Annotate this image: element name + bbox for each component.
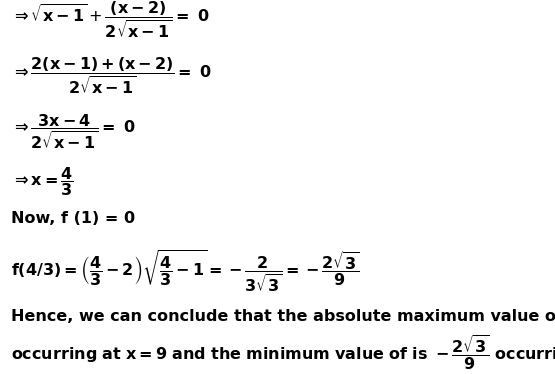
Text: Hence, we can conclude that the absolute maximum value of f is 14 √2: Hence, we can conclude that the absolute…: [11, 309, 555, 324]
Text: $\mathbf{\Rightarrow} \dfrac{\mathbf{3x-4}}{\mathbf{2}\sqrt{\mathbf{x-1}}} \math: $\mathbf{\Rightarrow} \dfrac{\mathbf{3x-…: [11, 113, 135, 152]
Text: $\mathbf{f(4/3) = \left(\dfrac{4}{3} - 2\right)\sqrt{\dfrac{4}{3}-1} = -\dfrac{2: $\mathbf{f(4/3) = \left(\dfrac{4}{3} - 2…: [11, 248, 360, 294]
Text: $\mathbf{\Rightarrow} \sqrt{\mathbf{x-1}} + \dfrac{\mathbf{(x-2)}}{\mathbf{2}\sq: $\mathbf{\Rightarrow} \sqrt{\mathbf{x-1}…: [11, 0, 210, 41]
Text: Now, f (1) = 0: Now, f (1) = 0: [11, 211, 135, 226]
Text: $\mathbf{occurring\ at\ x = 9\ and\ the\ minimum\ value\ of\ is\ -\dfrac{2\sqrt{: $\mathbf{occurring\ at\ x = 9\ and\ the\…: [11, 333, 555, 372]
Text: $\mathbf{\Rightarrow x = \dfrac{4}{3}}$: $\mathbf{\Rightarrow x = \dfrac{4}{3}}$: [11, 165, 74, 198]
Text: $\mathbf{\Rightarrow} \dfrac{\mathbf{2(x-1)+(x-2)}}{\mathbf{2}\sqrt{\mathbf{x-1}: $\mathbf{\Rightarrow} \dfrac{\mathbf{2(x…: [11, 56, 212, 97]
